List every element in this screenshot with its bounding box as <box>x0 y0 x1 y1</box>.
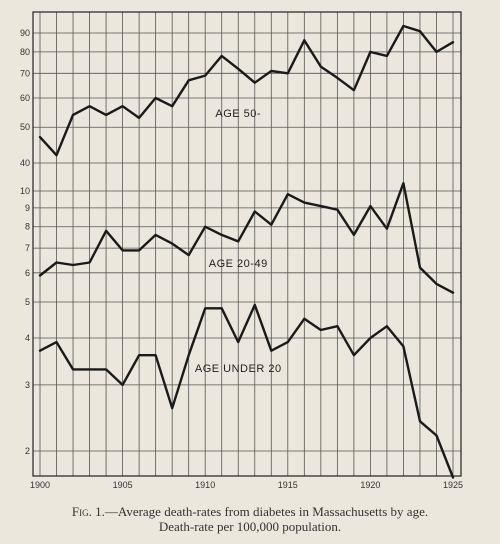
x-tick-label: 1920 <box>360 480 380 490</box>
x-tick-label: 1925 <box>443 480 463 490</box>
y-tick-label: 8 <box>25 222 30 232</box>
y-tick-label: 4 <box>25 333 30 343</box>
x-tick-label: 1910 <box>195 480 215 490</box>
x-tick-label: 1905 <box>113 480 133 490</box>
caption-line-2: Death-rate per 100,000 population. <box>158 519 342 534</box>
series-label: AGE 50- <box>215 108 261 120</box>
x-tick-label: 1900 <box>30 480 50 490</box>
y-tick-label: 90 <box>20 28 30 38</box>
series-line <box>38 303 455 479</box>
y-tick-label: 3 <box>25 380 30 390</box>
chart-svg: 40 50 60 70 80 90 5 6 7 8 9 10 2 3 4 1900 1905 1910 1915 19… <box>20 11 463 490</box>
y-tick-label: 60 <box>20 93 30 103</box>
y-tick-label: 7 <box>25 243 30 253</box>
y-tick-label: 80 <box>20 47 30 57</box>
y-tick-label: 6 <box>25 268 30 278</box>
chart: 40 50 60 70 80 90 5 6 7 8 9 10 2 3 4 1900 1905 1910 1915 19… <box>20 11 463 490</box>
figure-caption: Fig. 1.—Average death-rates from diabete… <box>20 504 480 534</box>
y-tick-label: 50 <box>20 122 30 132</box>
y-tick-label: 5 <box>25 297 30 307</box>
caption-fig-label: Fig. 1. <box>71 504 105 519</box>
x-tick-label: 1915 <box>278 480 298 490</box>
y-tick-label: 2 <box>25 446 30 456</box>
series-line <box>38 181 455 294</box>
plot-frame <box>32 11 462 477</box>
series-label: AGE 20-49 <box>209 258 268 270</box>
series-label: AGE UNDER 20 <box>195 363 282 375</box>
series-line <box>38 24 455 157</box>
y-tick-label: 9 <box>25 203 30 213</box>
y-tick-label: 10 <box>20 186 30 196</box>
y-tick-label: 70 <box>20 68 30 78</box>
y-tick-label: 40 <box>20 158 30 168</box>
caption-line-1: —Average death-rates from diabetes in Ma… <box>104 504 429 519</box>
